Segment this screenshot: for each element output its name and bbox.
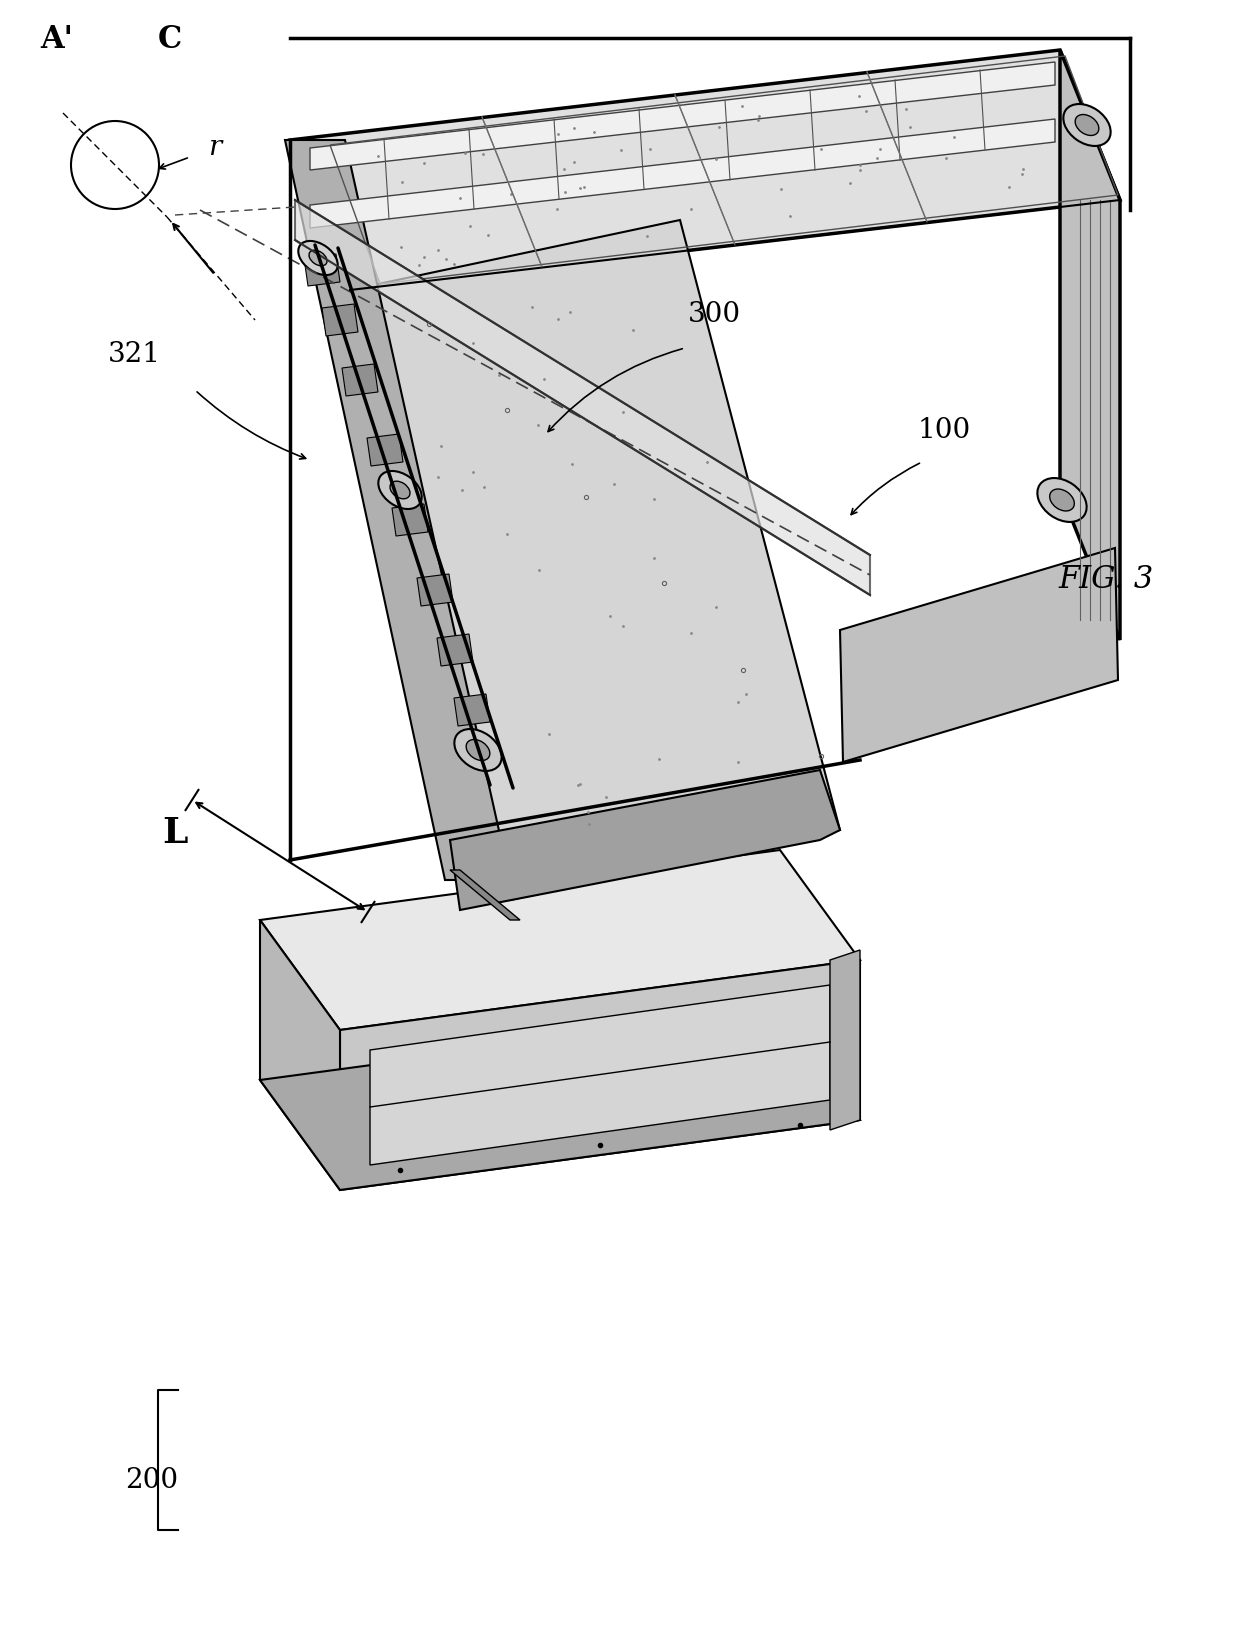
Polygon shape xyxy=(304,254,340,285)
Polygon shape xyxy=(260,1010,861,1190)
Polygon shape xyxy=(370,985,830,1165)
Text: C: C xyxy=(157,25,182,56)
Text: 100: 100 xyxy=(918,416,971,444)
Text: A': A' xyxy=(40,25,73,56)
Polygon shape xyxy=(322,303,358,336)
Polygon shape xyxy=(1060,51,1120,639)
Polygon shape xyxy=(342,364,378,397)
Polygon shape xyxy=(839,547,1118,762)
Ellipse shape xyxy=(391,482,410,498)
Polygon shape xyxy=(450,770,839,910)
Ellipse shape xyxy=(309,251,327,266)
Text: 321: 321 xyxy=(108,341,161,369)
Polygon shape xyxy=(392,505,428,536)
Polygon shape xyxy=(367,434,403,465)
Polygon shape xyxy=(454,693,490,726)
Ellipse shape xyxy=(378,470,422,510)
Ellipse shape xyxy=(1075,115,1099,136)
Text: FIG. 3: FIG. 3 xyxy=(1058,564,1153,595)
Ellipse shape xyxy=(454,729,502,770)
Polygon shape xyxy=(436,634,472,665)
Polygon shape xyxy=(450,870,520,919)
Text: 200: 200 xyxy=(125,1467,179,1495)
Text: r: r xyxy=(208,134,221,161)
Text: L: L xyxy=(162,816,187,851)
Polygon shape xyxy=(310,62,1055,170)
Ellipse shape xyxy=(466,739,490,760)
Polygon shape xyxy=(340,960,861,1190)
Polygon shape xyxy=(310,120,1055,228)
Ellipse shape xyxy=(299,241,337,275)
Ellipse shape xyxy=(1038,479,1086,521)
Polygon shape xyxy=(290,51,1120,290)
Ellipse shape xyxy=(71,121,159,210)
Polygon shape xyxy=(260,919,340,1190)
Ellipse shape xyxy=(1064,103,1111,146)
Text: 300: 300 xyxy=(688,302,742,328)
Polygon shape xyxy=(285,139,510,880)
Ellipse shape xyxy=(1050,488,1074,511)
Polygon shape xyxy=(830,951,861,1129)
Polygon shape xyxy=(295,200,870,595)
Polygon shape xyxy=(350,220,839,900)
Polygon shape xyxy=(417,574,453,606)
Polygon shape xyxy=(260,851,861,1029)
